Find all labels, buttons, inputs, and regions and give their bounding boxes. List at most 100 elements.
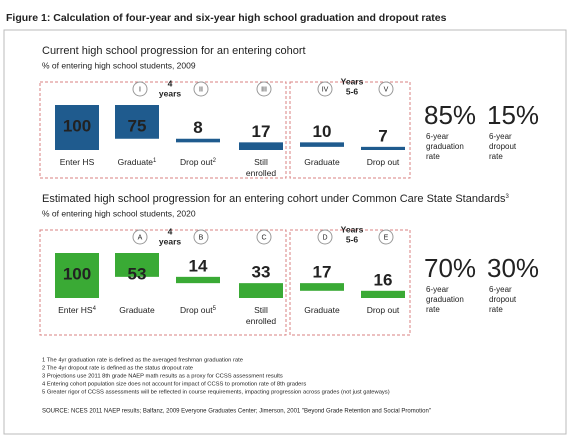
marker-label: I: [139, 86, 141, 93]
marker-circle: [132, 229, 148, 245]
bar: [176, 138, 220, 143]
step-label: Graduate: [304, 305, 340, 315]
bar: [239, 283, 283, 298]
step-label: Drop out5: [180, 305, 217, 315]
step-label-text: Enter HS: [58, 305, 93, 315]
period-box: [39, 229, 287, 336]
rate-value: 70%: [424, 253, 476, 283]
step-label-text: Drop out: [180, 305, 213, 315]
step-label: Graduate: [119, 305, 155, 315]
bar: [300, 142, 344, 147]
step-label: Drop out2: [180, 157, 217, 167]
step-label-text: Still: [254, 305, 268, 315]
marker-circle: [317, 81, 333, 97]
step-label-text: Drop out: [367, 305, 400, 315]
period-box: [39, 81, 287, 179]
rate-label: rate: [426, 305, 440, 314]
bar: [239, 142, 283, 150]
bar-value: 14: [189, 256, 208, 275]
period-label: years: [159, 88, 181, 98]
rate-value: 85%: [424, 100, 476, 130]
marker-circle: [317, 229, 333, 245]
panel-subheading: % of entering high school students, 2009: [42, 60, 196, 70]
bar: [55, 253, 99, 298]
footnote-ref: 3: [505, 194, 509, 200]
step-label-text: Graduate: [304, 305, 340, 315]
marker-circle: [256, 81, 272, 97]
step-label-text: enrolled: [246, 316, 277, 326]
marker-circle: [193, 229, 209, 245]
rate-label: graduation: [426, 142, 464, 151]
step-label: Enter HS: [60, 157, 95, 167]
step-label: Graduate: [304, 157, 340, 167]
rate-label: 6-year: [426, 285, 449, 294]
bar: [361, 146, 405, 150]
period-box: [289, 229, 411, 336]
rate-label: 6-year: [489, 132, 512, 141]
heading-text: Estimated high school progression for an…: [42, 193, 506, 205]
bar: [300, 283, 344, 291]
step-label-text: Drop out: [180, 157, 213, 167]
marker-label: IV: [322, 86, 329, 93]
rate-label: 6-year: [426, 132, 449, 141]
rate-label: rate: [426, 152, 440, 161]
footnote-ref: 1: [153, 158, 157, 164]
bar-value: 75: [128, 116, 147, 135]
bar: [115, 253, 159, 277]
bar-value: 33: [252, 263, 271, 282]
marker-label: D: [322, 234, 327, 241]
step-label: Drop out: [367, 305, 400, 315]
source: SOURCE: NCES 2011 NAEP results; Balfanz,…: [42, 409, 431, 415]
period-label: 5-6: [346, 86, 359, 96]
rate-label: rate: [489, 152, 503, 161]
step-label-text: Graduate: [118, 157, 154, 167]
footnote: 3 Projections use 2011 8th grade NAEP ma…: [42, 374, 283, 380]
footnote-ref: 4: [93, 306, 97, 312]
footnote: 4 Entering cohort population size does n…: [42, 382, 306, 388]
bar: [115, 105, 159, 139]
step-label-text: Enter HS: [60, 157, 95, 167]
rate-label: dropout: [489, 295, 517, 304]
step-label: enrolled: [246, 168, 277, 178]
period-box: [289, 81, 411, 179]
figure-title: Figure 1: Calculation of four-year and s…: [6, 12, 447, 24]
panel-heading: Estimated high school progression for an…: [42, 193, 509, 205]
period-label: 5-6: [346, 234, 359, 244]
step-label-text: Drop out: [367, 157, 400, 167]
step-label-text: Graduate: [304, 157, 340, 167]
bar-value: 7: [378, 126, 387, 145]
period-label: Years: [341, 76, 364, 86]
bar-value: 17: [252, 122, 271, 141]
panel-subheading: % of entering high school students, 2020: [42, 208, 196, 218]
panel-heading: Current high school progression for an e…: [42, 45, 306, 57]
rate-label: 6-year: [489, 285, 512, 294]
marker-circle: [378, 81, 394, 97]
marker-label: III: [261, 86, 267, 93]
bar-value: 53: [128, 264, 147, 283]
marker-circle: [193, 81, 209, 97]
rate-value: 15%: [487, 100, 539, 130]
rate-label: graduation: [426, 295, 464, 304]
step-label: Still: [254, 157, 268, 167]
step-label: Enter HS4: [58, 305, 97, 315]
frame: [3, 29, 567, 435]
marker-circle: [132, 81, 148, 97]
marker-label: E: [384, 234, 389, 241]
rate-value: 30%: [487, 253, 539, 283]
step-label: Still: [254, 305, 268, 315]
marker-label: II: [199, 86, 203, 93]
heading-text: Current high school progression for an e…: [42, 45, 306, 57]
step-label-text: enrolled: [246, 168, 277, 178]
footnote: 5 Greater rigor of CCSS assessments will…: [42, 390, 390, 396]
bar-value: 100: [63, 116, 91, 135]
step-label-text: Graduate: [119, 305, 155, 315]
footnote-ref: 5: [213, 306, 217, 312]
footnote: 2 The 4yr dropout rate is defined as the…: [42, 366, 193, 372]
bar-value: 8: [193, 118, 202, 137]
footnote: 1 The 4yr graduation rate is defined as …: [42, 358, 243, 364]
marker-label: B: [199, 234, 204, 241]
step-label: Graduate1: [118, 157, 157, 167]
bar: [176, 276, 220, 284]
bar: [361, 290, 405, 298]
